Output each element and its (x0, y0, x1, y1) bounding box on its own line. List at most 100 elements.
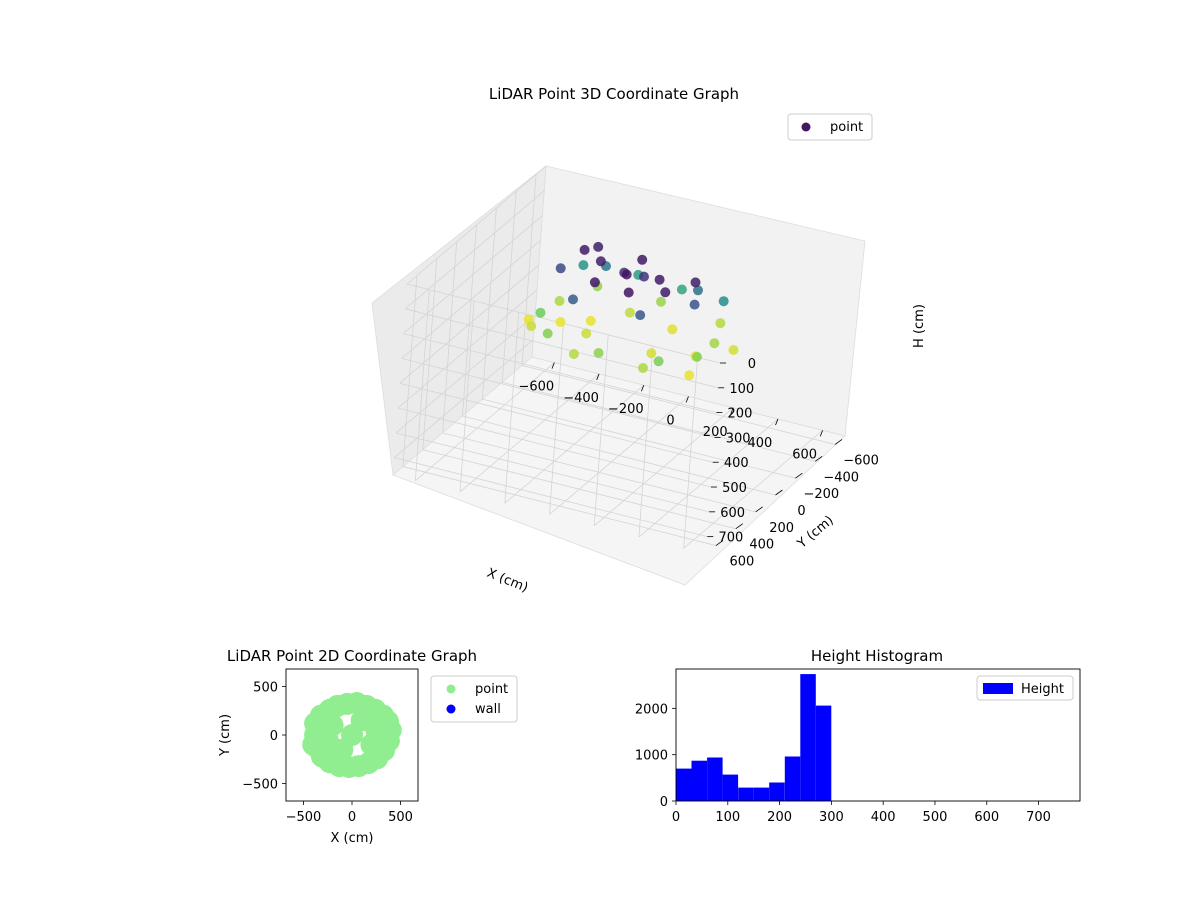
data-point-3d (568, 349, 579, 359)
x-tick-mark-3d (775, 418, 779, 426)
data-point-3d (667, 324, 678, 335)
plot-area-hist (675, 668, 1081, 802)
data-point-3d (621, 269, 632, 280)
legend-hist-swatch (983, 683, 1013, 694)
y-tick-label-2d: 0 (270, 729, 278, 744)
x-tick-label-3d: 0 (666, 414, 674, 429)
chart-2d: LiDAR Point 2D Coordinate Graph −500 0 500… (218, 647, 518, 846)
y-gridline-floor (442, 432, 756, 513)
data-point-3d (554, 296, 565, 306)
data-point-3d (589, 277, 600, 288)
x-axis-label-2d: X (cm) (331, 831, 374, 846)
data-point-3d (535, 307, 546, 318)
y-tick-mark-3d (814, 455, 823, 462)
scatter-points-2d (302, 692, 402, 778)
x-tick-label-hist: 100 (715, 810, 740, 825)
legend-hist: Height (976, 675, 1074, 701)
z-tick-label-3d: 300 (726, 431, 751, 446)
chart-3d: LiDAR Point 3D Coordinate Graph −600 −400… (371, 85, 927, 596)
x-tick-mark-3d (596, 373, 600, 381)
histogram-bars (676, 674, 832, 801)
data-point-2d (316, 728, 339, 751)
data-point-3d (715, 318, 726, 329)
data-point-3d (718, 296, 729, 307)
x-tick-label-3d: 200 (703, 425, 728, 440)
chart-2d-title: LiDAR Point 2D Coordinate Graph (227, 647, 477, 665)
x-tick-label-3d: −600 (518, 380, 554, 395)
data-point-3d (593, 348, 604, 358)
x-tick-mark-3d (819, 430, 824, 437)
histogram-title: Height Histogram (811, 647, 943, 665)
x-tick-label-hist: 0 (672, 810, 680, 825)
histogram-bar (722, 774, 739, 801)
y-tick-label-3d: 400 (749, 538, 774, 553)
histogram-bar (753, 787, 770, 801)
histogram-bar (738, 787, 754, 801)
data-point-3d (637, 254, 648, 265)
x-tick-mark-3d (685, 396, 689, 403)
z-gridline-back (401, 358, 715, 438)
y-gridline-floor (482, 398, 796, 479)
histogram-bar (707, 757, 723, 801)
z-gridline-side (394, 339, 534, 458)
y-gridline-floor (402, 466, 717, 546)
data-point-3d (593, 241, 604, 252)
histogram-bar (784, 756, 801, 801)
z-axis-label-3d: H (cm) (912, 304, 927, 348)
x-tick-label-3d: 600 (792, 447, 817, 462)
y-tick-mark-3d (715, 540, 724, 546)
data-point-3d (623, 287, 634, 298)
x-tick-label-3d: −400 (563, 391, 599, 406)
data-point-3d (638, 363, 648, 373)
z-gridline-back (397, 407, 712, 488)
y-tick-mark-3d (775, 489, 783, 496)
histogram-bar (800, 674, 816, 801)
legend-2d-wall-marker (446, 704, 456, 714)
x-tick-mark-3d (551, 362, 555, 369)
y-axis-label-2d: Y (cm) (218, 714, 233, 757)
y-gridline-side (442, 241, 458, 433)
x-tick-label-2d: 500 (388, 810, 413, 825)
x-tick-label-3d: 400 (748, 436, 773, 451)
y-gridline-side (481, 208, 497, 400)
legend-2d-point-marker (446, 684, 456, 694)
y-tick-label-hist: 2000 (635, 702, 668, 717)
y-tick-label-2d: −500 (242, 778, 278, 793)
legend-3d-marker (801, 122, 811, 132)
y-tick-label-3d: −200 (803, 487, 839, 502)
z-tick-label-3d: 0 (748, 357, 756, 372)
histogram-bar (676, 768, 692, 801)
z-gridline-side (401, 240, 541, 359)
data-point-3d (579, 244, 590, 255)
x-tick-label-3d: −200 (608, 402, 644, 417)
legend-3d: point (787, 113, 873, 141)
x-tick-label-hist: 400 (871, 810, 896, 825)
y-tick-label-3d: 200 (769, 521, 794, 536)
z-tick-label-3d: 600 (720, 506, 745, 521)
y-tick-label-hist: 0 (660, 795, 668, 810)
z-tick-label-3d: 100 (729, 382, 754, 397)
y-tick-label-3d: 600 (730, 555, 755, 570)
z-tick-label-3d: 700 (718, 531, 743, 546)
data-point-3d (692, 351, 702, 362)
z-gridline-back (395, 432, 710, 513)
y-tick-label-3d: 0 (797, 504, 805, 519)
z-tick-label-3d: 400 (724, 456, 749, 471)
data-point-3d (585, 315, 596, 326)
data-point-3d (660, 287, 671, 298)
z-gridline-side (397, 289, 538, 409)
scatter-points-3d (523, 241, 739, 381)
data-point-3d (555, 263, 566, 274)
data-point-3d (728, 345, 739, 355)
data-point-3d (646, 348, 657, 359)
x-tick-mark-3d (641, 385, 645, 392)
z-gridline-back (405, 308, 719, 389)
z-gridline-back (399, 382, 713, 463)
y-tick-label-hist: 1000 (635, 749, 668, 764)
legend-2d-wall-label: wall (475, 702, 501, 717)
data-point-3d (542, 328, 553, 339)
y-gridline-side (521, 174, 537, 366)
y-tick-label-3d: −400 (823, 470, 859, 485)
